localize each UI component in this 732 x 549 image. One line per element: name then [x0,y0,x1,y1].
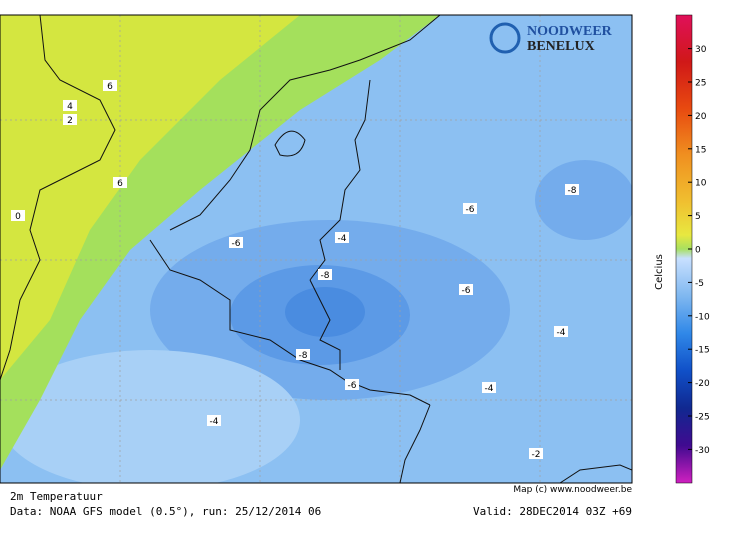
colorbar-tick-label: 0 [695,246,701,256]
colorbar-tick-label: 5 [695,212,701,222]
contour-label-bg [103,80,117,91]
contour-label-bg [554,326,568,337]
contour-label-bg [229,237,243,248]
colorbar-tick-label: -20 [695,379,710,389]
contour-label: -4 [557,328,566,338]
contour-label-bg [207,415,221,426]
colorbar-tick-label: 30 [695,45,707,55]
contour-label: -6 [232,239,241,249]
contour-label-bg [565,184,579,195]
contour-label: -4 [210,417,219,427]
contour-label: -6 [348,381,357,391]
contour-label-bg [459,284,473,295]
footer-valid: Valid: 28DEC2014 03Z +69 [473,505,632,518]
logo-text: BENELUX [527,39,595,54]
contour-label: -4 [485,384,494,394]
map-frame [0,14,633,484]
colorbar-tick-label: -5 [695,279,704,289]
contour-label-bg [345,379,359,390]
colorbar-tick-label: -30 [695,446,710,456]
contour-label-bg [318,269,332,280]
contour-label: 6 [117,179,123,189]
colorbar-tick-label: 10 [695,179,707,189]
colorbar-tick-label: 25 [695,79,706,89]
copyright: Map (c) www.noodweer.be [513,485,632,495]
colorbar-tick-label: 15 [695,145,706,155]
contour-label-bg [529,448,543,459]
colorbar-label: Celcius [654,254,665,290]
footer-title: 2m Temperatuur [10,490,103,503]
contour-label-bg [113,177,127,188]
contour-label: -6 [462,286,471,296]
contour-label: 6 [107,82,113,92]
colorbar-tick-label: -15 [695,346,710,356]
contour-label: 4 [67,102,73,112]
footer-source: Data: NOAA GFS model (0.5°), run: 25/12/… [10,505,321,518]
colorbar-tick-label: -25 [695,413,710,423]
contour-label-bg [482,382,496,393]
contour-label: -2 [532,450,541,460]
contour-label: -4 [338,234,347,244]
contour-label-bg [296,349,310,360]
contour-label-bg [335,232,349,243]
contour-label: -8 [568,186,577,196]
map [0,15,632,483]
contour-label-bg [63,100,77,111]
contour-label-bg [63,114,77,125]
contour-label: 2 [67,116,73,126]
contour-label: -6 [466,205,475,215]
contour-label-bg [463,203,477,214]
colorbar-tick-label: 20 [695,112,707,122]
colorbar-tick-label: -10 [695,312,710,322]
logo: NOODWEER BENELUX [489,22,613,54]
logo-text: NOODWEER [527,24,613,39]
contour-label: -8 [299,351,308,361]
contour-label: -8 [321,271,330,281]
contour-label: 0 [15,212,21,222]
contour-label-bg [11,210,25,221]
